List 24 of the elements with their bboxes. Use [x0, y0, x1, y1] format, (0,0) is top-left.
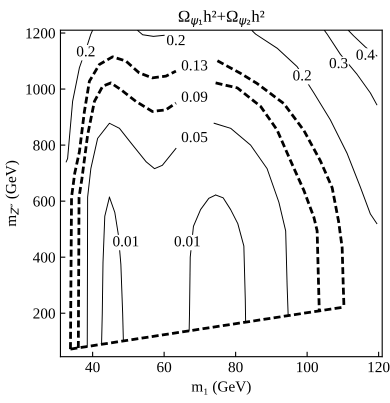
y-tick-label: 800: [33, 140, 56, 151]
x-tick-label: 60: [157, 362, 172, 372]
y-tick-label: 1000: [26, 84, 56, 95]
annotation: 0.2: [293, 70, 311, 81]
y-tick-label: 200: [33, 308, 56, 319]
annotation: 0.2: [76, 46, 95, 57]
x-axis-title: m₁ (GeV): [192, 380, 251, 395]
y-tick-label: 600: [33, 196, 56, 207]
annotation: 0.3: [330, 58, 348, 68]
annotation: 0.09: [182, 92, 208, 102]
annotation: 0.2: [166, 34, 185, 46]
x-tick-label: 120: [368, 362, 390, 372]
y-axis-title: m$_{Z″}$ (GeV): [5, 160, 20, 226]
annotation: 0.01: [174, 236, 200, 247]
x-tick-label: 40: [85, 362, 100, 372]
y-tick-label: 400: [32, 252, 56, 263]
chart-title: Ω$_{ψ₁}$h²+Ω$_{ψ₂}$h²: [178, 10, 264, 27]
annotation: 0.01: [113, 236, 138, 247]
annotation: 0.05: [182, 132, 208, 142]
annotation: 0.13: [182, 60, 208, 71]
y-tick-label: 1200: [26, 28, 56, 38]
x-tick-label: 80: [228, 362, 243, 372]
x-tick-label: 100: [297, 362, 318, 372]
annotation: 0.4: [356, 50, 375, 60]
